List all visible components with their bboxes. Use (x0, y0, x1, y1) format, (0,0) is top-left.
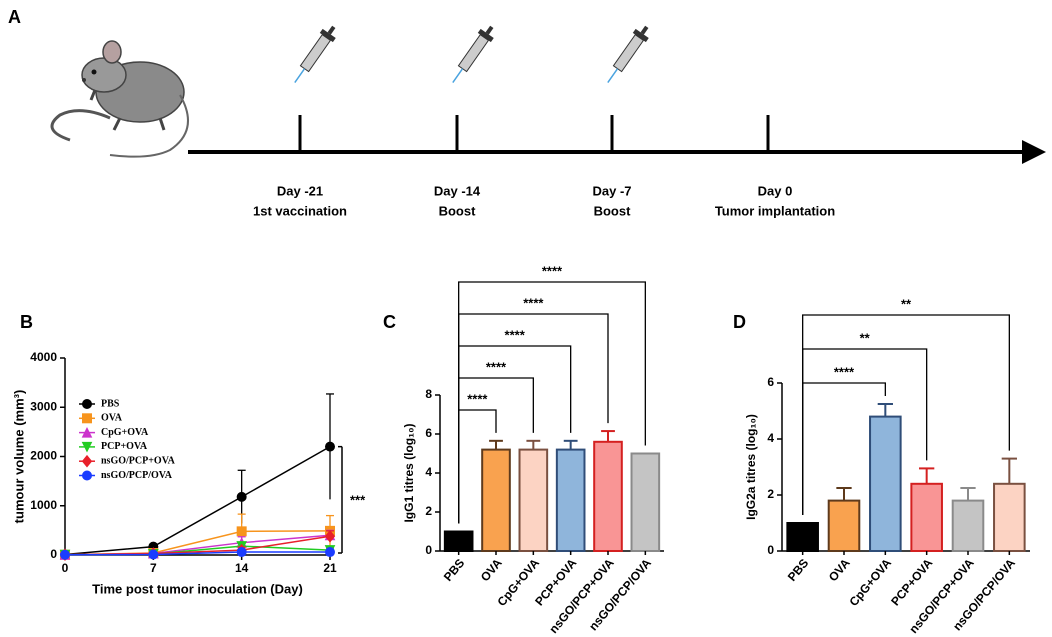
bar (910, 482, 943, 552)
marker (60, 549, 70, 560)
x-axis-label: Time post tumor inoculation (Day) (92, 581, 303, 596)
y-axis-label: tumour volume (mm³) (11, 390, 26, 524)
significance-label: **** (523, 295, 544, 310)
panel-label: D (733, 312, 746, 332)
syringe (607, 25, 649, 84)
y-tick-label: 4000 (30, 350, 57, 364)
significance-bracket (802, 314, 1010, 515)
x-tick-label: 21 (323, 561, 337, 575)
legend-label: CpG+OVA (101, 427, 149, 438)
significance-label: **** (486, 359, 507, 374)
y-tick-label: 4 (767, 431, 774, 445)
legend-marker (82, 470, 92, 481)
legend-marker (81, 426, 93, 438)
significance-bracket (458, 281, 646, 524)
series-line (64, 551, 330, 556)
panel-label: C (383, 312, 396, 332)
legend-marker (82, 399, 92, 409)
y-tick-label: 1000 (30, 498, 57, 512)
y-axis-label: IgG2a titres (log₁₀) (744, 414, 758, 520)
marker (236, 547, 247, 558)
significance-label: **** (542, 263, 563, 278)
panel-label: A (8, 7, 21, 27)
event-day: Day -7 (592, 183, 631, 198)
event-day: Day 0 (758, 183, 793, 198)
marker (236, 491, 247, 502)
y-tick-label: 6 (425, 426, 432, 440)
event-label: Boost (594, 203, 632, 218)
bar (518, 448, 549, 553)
event-label: 1st vaccination (253, 203, 347, 218)
significance-label: ** (860, 330, 871, 345)
significance-label: *** (350, 492, 366, 507)
y-tick-label: 0 (50, 547, 57, 561)
legend-label: OVA (101, 413, 123, 424)
x-tick-label: OVA (478, 556, 505, 584)
bar (481, 448, 511, 553)
x-tick-label: 14 (235, 561, 249, 575)
bar (951, 499, 985, 553)
y-tick-label: 2 (425, 504, 432, 518)
y-tick-label: 2 (767, 487, 774, 501)
legend-marker (81, 454, 93, 468)
bar (786, 522, 819, 552)
legend-marker (82, 413, 92, 424)
bar (593, 440, 623, 552)
significance-label: **** (834, 364, 855, 379)
significance-label: **** (467, 391, 488, 406)
event-day: Day -14 (434, 183, 481, 198)
bar (827, 499, 861, 553)
significance-bracket (458, 345, 572, 524)
y-tick-label: 0 (425, 543, 432, 557)
series-line (64, 445, 331, 556)
legend-label: nsGO/PCP+OVA (101, 455, 176, 466)
y-tick-label: 0 (767, 543, 774, 557)
y-tick-label: 6 (767, 375, 774, 389)
event-label: Boost (439, 203, 477, 218)
legend-label: PCP+OVA (101, 441, 148, 452)
marker (148, 549, 159, 560)
timeline (188, 115, 1046, 164)
significance-label: **** (505, 327, 526, 342)
y-axis-label: IgG1 titres (log₁₀) (402, 423, 416, 522)
x-tick-label: nsGO/PCP+OVA (546, 556, 617, 636)
x-tick-label: CpG+OVA (846, 556, 894, 609)
bar (630, 452, 661, 552)
y-tick-label: 4 (425, 465, 432, 479)
syringe (294, 25, 336, 84)
x-tick-label: 7 (150, 561, 157, 575)
bar (993, 482, 1026, 552)
x-tick-label: PBS (785, 556, 812, 584)
marker (325, 547, 335, 558)
syringe (452, 25, 494, 84)
significance-bracket (802, 348, 928, 515)
marker (325, 441, 335, 452)
mouse-illustration (50, 40, 189, 158)
x-tick-label: PBS (441, 556, 468, 584)
event-label: Tumor implantation (715, 203, 835, 218)
legend-label: nsGO/PCP/OVA (101, 470, 173, 481)
bar (443, 530, 474, 552)
marker (324, 529, 336, 543)
bar (869, 415, 902, 552)
legend-label: PBS (101, 398, 120, 409)
x-tick-label: OVA (826, 556, 853, 584)
bar (555, 448, 586, 553)
legend-marker (81, 441, 93, 453)
event-day: Day -21 (277, 183, 323, 198)
y-tick-label: 3000 (30, 399, 57, 413)
x-tick-label: 0 (62, 561, 69, 575)
significance-label: ** (901, 296, 912, 311)
y-tick-label: 8 (425, 387, 432, 401)
y-tick-label: 2000 (30, 449, 57, 463)
marker (236, 526, 247, 537)
panel-label: B (20, 312, 33, 332)
